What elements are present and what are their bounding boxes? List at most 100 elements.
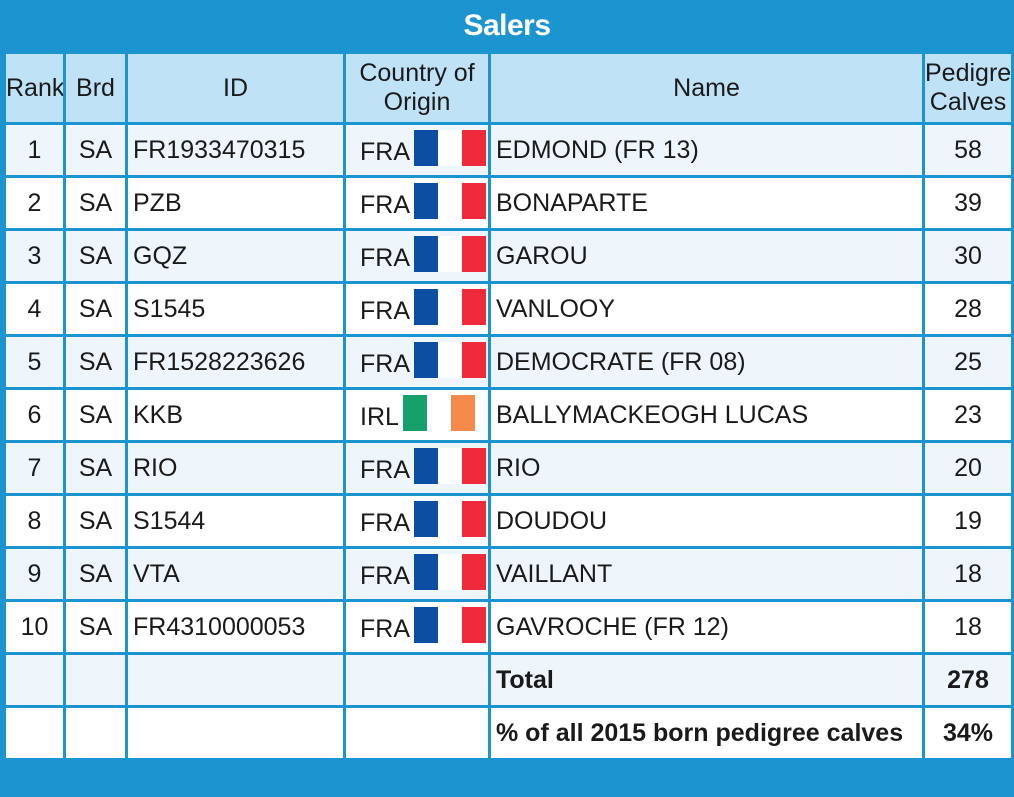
id-cell: KKB: [125, 387, 346, 443]
breed-cell: SA: [63, 599, 128, 655]
total-value: 278: [922, 652, 1014, 708]
header-brd: Brd: [63, 51, 128, 125]
id-cell: VTA: [125, 546, 346, 602]
empty-cell: [343, 705, 491, 761]
percentage-row: % of all 2015 born pedigree calves 34%: [3, 705, 1014, 761]
name-cell: BONAPARTE: [488, 175, 925, 231]
table-title: Salers: [463, 9, 551, 42]
empty-cell: [63, 705, 128, 761]
calves-cell: 23: [922, 387, 1014, 443]
country-code: FRA: [360, 243, 410, 272]
breed-cell: SA: [63, 122, 128, 178]
country-code: FRA: [360, 137, 410, 166]
rank-cell: 4: [3, 281, 66, 337]
country-code: IRL: [360, 402, 399, 431]
country-code: FRA: [360, 349, 410, 378]
rank-cell: 1: [3, 122, 66, 178]
breed-cell: SA: [63, 228, 128, 284]
id-cell: PZB: [125, 175, 346, 231]
calves-cell: 19: [922, 493, 1014, 549]
country-cell: FRA: [343, 440, 491, 496]
name-cell: DEMOCRATE (FR 08): [488, 334, 925, 390]
country-code: FRA: [360, 614, 410, 643]
flag-icon: [414, 130, 486, 166]
header-id: ID: [125, 51, 346, 125]
flag-icon: [414, 554, 486, 590]
country-cell: FRA: [343, 546, 491, 602]
country-cell: FRA: [343, 281, 491, 337]
table-row: 7 SA RIO FRA RIO 20: [3, 440, 1014, 496]
percentage-label: % of all 2015 born pedigree calves: [488, 705, 925, 761]
table-row: 6 SA KKB IRL BALLYMACKEOGH LUCAS 23: [3, 387, 1014, 443]
country-cell: FRA: [343, 493, 491, 549]
header-country-line2: Origin: [383, 88, 451, 116]
flag-icon: [414, 183, 486, 219]
name-cell: VANLOOY: [488, 281, 925, 337]
empty-cell: [3, 705, 66, 761]
breed-cell: SA: [63, 493, 128, 549]
rank-cell: 3: [3, 228, 66, 284]
id-cell: RIO: [125, 440, 346, 496]
breed-cell: SA: [63, 440, 128, 496]
country-cell: FRA: [343, 334, 491, 390]
rank-cell: 2: [3, 175, 66, 231]
country-code: FRA: [360, 296, 410, 325]
name-cell: EDMOND (FR 13): [488, 122, 925, 178]
breed-cell: SA: [63, 175, 128, 231]
flag-icon: [402, 395, 475, 431]
rank-cell: 7: [3, 440, 66, 496]
table-row: 3 SA GQZ FRA GAROU 30: [3, 228, 1014, 284]
country-cell: FRA: [343, 175, 491, 231]
header-calves: Pedigree Calves: [922, 51, 1014, 125]
breed-cell: SA: [63, 281, 128, 337]
rank-cell: 8: [3, 493, 66, 549]
total-label: Total: [488, 652, 925, 708]
name-cell: BALLYMACKEOGH LUCAS: [488, 387, 925, 443]
table-row: 1 SA FR1933470315 FRA EDMOND (FR 13) 58: [3, 122, 1014, 178]
flag-icon: [414, 342, 486, 378]
percentage-value: 34%: [922, 705, 1014, 761]
empty-cell: [125, 652, 346, 708]
breed-cell: SA: [63, 387, 128, 443]
header-calves-line1: Pedigree: [925, 59, 1012, 87]
rank-cell: 9: [3, 546, 66, 602]
rank-cell: 6: [3, 387, 66, 443]
table-body: 1 SA FR1933470315 FRA EDMOND (FR 13) 58 2 SA PZB…: [3, 122, 1014, 655]
flag-icon: [414, 607, 486, 643]
calves-cell: 28: [922, 281, 1014, 337]
id-cell: FR1528223626: [125, 334, 346, 390]
name-cell: RIO: [488, 440, 925, 496]
flag-icon: [414, 289, 486, 325]
country-code: FRA: [360, 508, 410, 537]
empty-cell: [3, 652, 66, 708]
id-cell: FR4310000053: [125, 599, 346, 655]
rank-cell: 5: [3, 334, 66, 390]
country-cell: FRA: [343, 122, 491, 178]
flag-icon: [414, 448, 486, 484]
name-cell: GAVROCHE (FR 12): [488, 599, 925, 655]
country-cell: IRL: [343, 387, 491, 443]
table-row: 5 SA FR1528223626 FRA DEMOCRATE (FR 08) 25: [3, 334, 1014, 390]
table-row: 2 SA PZB FRA BONAPARTE 39: [3, 175, 1014, 231]
calves-cell: 30: [922, 228, 1014, 284]
table-row: 8 SA S1544 FRA DOUDOU 19: [3, 493, 1014, 549]
calves-cell: 18: [922, 599, 1014, 655]
country-cell: FRA: [343, 599, 491, 655]
country-code: FRA: [360, 190, 410, 219]
calves-cell: 20: [922, 440, 1014, 496]
flag-icon: [414, 236, 486, 272]
breed-cell: SA: [63, 546, 128, 602]
calves-cell: 25: [922, 334, 1014, 390]
header-rank: Rank: [3, 51, 66, 125]
header-country-line1: Country of: [359, 59, 475, 87]
total-row: Total 278: [3, 652, 1014, 708]
header-name: Name: [488, 51, 925, 125]
table-row: 10 SA FR4310000053 FRA GAVROCHE (FR 12) 18: [3, 599, 1014, 655]
calves-cell: 58: [922, 122, 1014, 178]
id-cell: S1544: [125, 493, 346, 549]
header-row: Rank Brd ID Country of Origin Name Pedig…: [3, 51, 1014, 125]
name-cell: VAILLANT: [488, 546, 925, 602]
sires-table: Rank Brd ID Country of Origin Name Pedig…: [3, 51, 1014, 761]
calves-cell: 39: [922, 175, 1014, 231]
